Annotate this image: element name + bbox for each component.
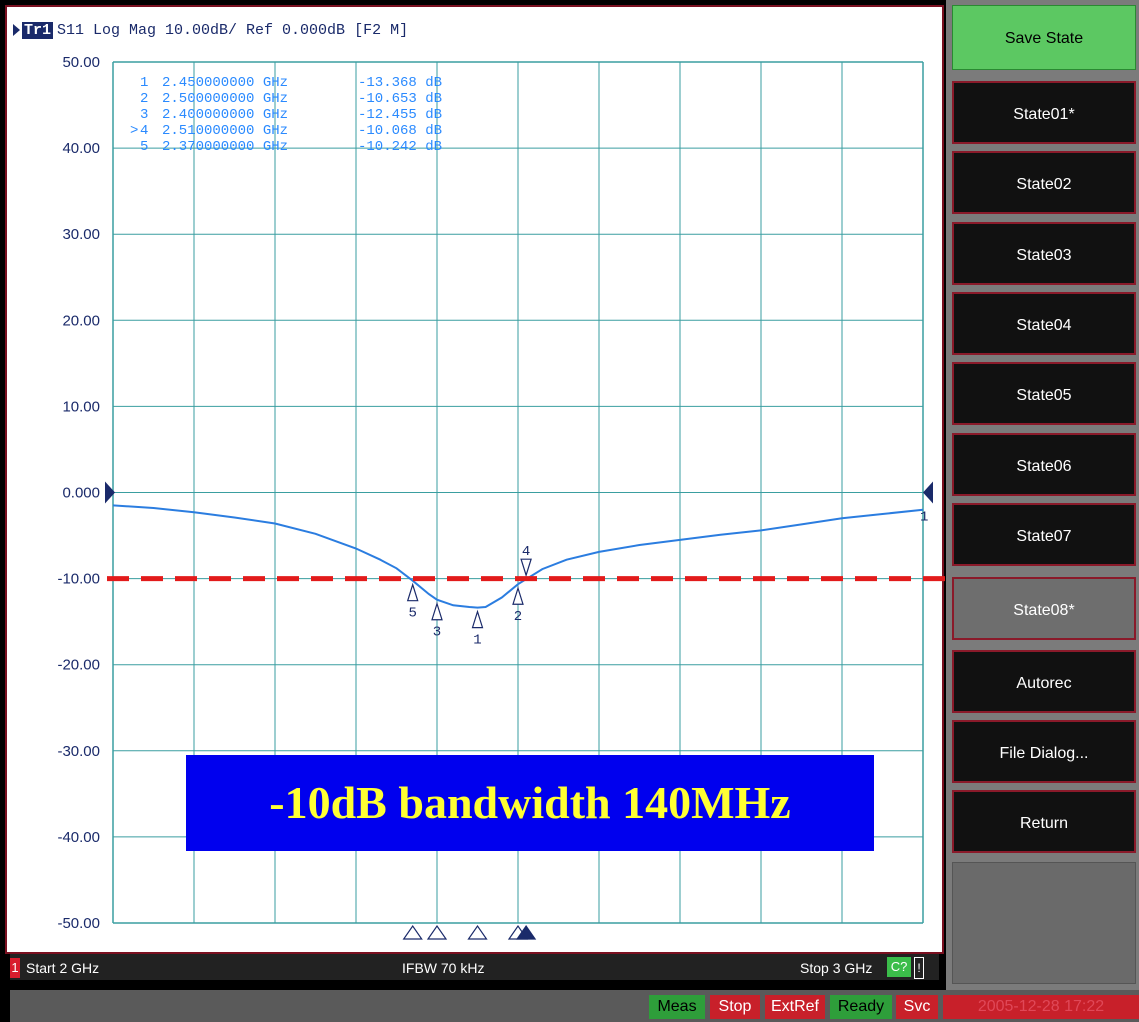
state01-button[interactable]: State01* bbox=[952, 81, 1136, 144]
y-tick-label: -50.00 bbox=[57, 915, 100, 932]
marker-5-glyph bbox=[406, 582, 419, 602]
state08-button[interactable]: State08* bbox=[952, 577, 1136, 640]
marker-table-id: 2 bbox=[140, 91, 148, 107]
marker-table-frequency: 2.400000000 GHz bbox=[162, 107, 288, 123]
trace-header: Tr1 S11 Log Mag 10.00dB/ Ref 0.000dB [F2 … bbox=[13, 22, 408, 39]
marker-table-row: 3 2.400000000 GHz -12.455 dB bbox=[140, 107, 442, 123]
return-button[interactable]: Return bbox=[952, 790, 1136, 853]
y-tick-label: -30.00 bbox=[57, 743, 100, 760]
marker-table-value: -12.455 dB bbox=[358, 107, 442, 123]
state03-button[interactable]: State03 bbox=[952, 222, 1136, 285]
marker-4-glyph bbox=[520, 558, 532, 578]
channel-status-bar: 1 Start 2 GHz IFBW 70 kHz Stop 3 GHz C? … bbox=[10, 954, 939, 980]
softkey-panel: Save State State01* State02 State03 Stat… bbox=[946, 0, 1139, 990]
ref-trace-number: 1 bbox=[920, 510, 928, 526]
state02-button[interactable]: State02 bbox=[952, 151, 1136, 214]
marker-table-prefix: > bbox=[130, 123, 138, 139]
status-meas: Meas bbox=[649, 995, 705, 1019]
marker-table-frequency: 2.370000000 GHz bbox=[162, 139, 288, 155]
bandwidth-annotation: -10dB bandwidth 140MHz bbox=[186, 755, 874, 851]
state07-button[interactable]: State07 bbox=[952, 503, 1136, 566]
y-tick-label: 40.00 bbox=[62, 140, 100, 157]
warning-flag: ! bbox=[914, 957, 924, 979]
y-tick-label: -10.00 bbox=[57, 571, 100, 588]
state06-button[interactable]: State06 bbox=[952, 433, 1136, 496]
marker-table-id: 5 bbox=[140, 139, 148, 155]
state04-button[interactable]: State04 bbox=[952, 292, 1136, 355]
y-tick-label: 0.000 bbox=[62, 485, 100, 502]
bottom-marker-1-triangle bbox=[467, 924, 488, 940]
marker-table-frequency: 2.450000000 GHz bbox=[162, 75, 288, 91]
reference-level-marks: 1 bbox=[105, 481, 933, 526]
y-tick-label: 20.00 bbox=[62, 312, 100, 329]
bottom-marker-triangles bbox=[402, 924, 537, 940]
blank-softkey bbox=[952, 862, 1136, 984]
file-dialog-button[interactable]: File Dialog... bbox=[952, 720, 1136, 783]
ref-level-right-arrow-icon bbox=[923, 481, 933, 504]
channel-number[interactable]: 1 bbox=[10, 958, 20, 978]
y-tick-label: 50.00 bbox=[62, 54, 100, 71]
marker-table-frequency: 2.500000000 GHz bbox=[162, 91, 288, 107]
bandwidth-annotation-text: -10dB bandwidth 140MHz bbox=[269, 777, 791, 828]
bottom-marker-3-triangle bbox=[426, 924, 448, 940]
ifbw-value[interactable]: IFBW 70 kHz bbox=[402, 960, 485, 976]
y-tick-label: -40.00 bbox=[57, 829, 100, 846]
marker-table-frequency: 2.510000000 GHz bbox=[162, 123, 288, 139]
marker-table-id: 1 bbox=[140, 75, 148, 91]
bottom-marker-4-triangle bbox=[515, 924, 537, 940]
marker-1-glyph bbox=[471, 609, 484, 629]
ref-level-left-arrow-icon bbox=[105, 481, 115, 504]
status-stop: Stop bbox=[710, 995, 760, 1019]
status-ready: Ready bbox=[830, 995, 892, 1019]
marker-table-value: -13.368 dB bbox=[358, 75, 442, 91]
y-tick-label: -20.00 bbox=[57, 657, 100, 674]
calibration-status[interactable]: C? bbox=[887, 957, 911, 977]
marker-3-glyph bbox=[431, 601, 443, 621]
marker-table-row: 1 2.450000000 GHz -13.368 dB bbox=[140, 75, 442, 91]
status-datetime: 2005-12-28 17:22 bbox=[943, 995, 1139, 1019]
marker-table-value: -10.068 dB bbox=[358, 123, 442, 139]
instrument-status-bar: Meas Stop ExtRef Ready Svc 2005-12-28 17… bbox=[10, 990, 1139, 1022]
marker-2-glyph bbox=[512, 586, 524, 605]
marker-table-id: 3 bbox=[140, 107, 148, 123]
marker-4-label: 4 bbox=[522, 544, 530, 560]
save-state-button[interactable]: Save State bbox=[952, 5, 1136, 70]
marker-table-row: 5 2.370000000 GHz -10.242 dB bbox=[140, 139, 442, 155]
marker-3-label: 3 bbox=[433, 625, 441, 641]
trace-line bbox=[112, 504, 924, 609]
y-tick-label: 10.00 bbox=[62, 398, 100, 415]
stop-frequency[interactable]: Stop 3 GHz bbox=[800, 960, 873, 976]
state05-button[interactable]: State05 bbox=[952, 362, 1136, 425]
marker-1-label: 1 bbox=[473, 633, 481, 649]
marker-5-label: 5 bbox=[408, 606, 416, 622]
status-svc: Svc bbox=[896, 995, 938, 1019]
marker-table-row: >4 2.510000000 GHz -10.068 dB bbox=[130, 123, 442, 139]
marker-table: 1 2.450000000 GHz -13.368 dB 2 2.500000000 G… bbox=[130, 75, 442, 155]
marker-table-value: -10.242 dB bbox=[358, 139, 442, 155]
autorec-button[interactable]: Autorec bbox=[952, 650, 1136, 713]
marker-2-label: 2 bbox=[514, 609, 522, 625]
trace-info: S11 Log Mag 10.00dB/ Ref 0.000dB [F2 M] bbox=[57, 22, 409, 39]
marker-table-id: 4 bbox=[140, 123, 148, 139]
marker-table-row: 2 2.500000000 GHz -10.653 dB bbox=[140, 91, 442, 107]
marker-table-value: -10.653 dB bbox=[358, 91, 442, 107]
marker-glyphs: 1 2 3 4 5 bbox=[406, 544, 532, 649]
y-axis-ticks: 50.00 40.00 30.00 20.00 10.00 0.000 -10.00 -20.… bbox=[57, 54, 100, 932]
bottom-marker-5-triangle bbox=[402, 924, 423, 940]
plot-area[interactable]: 50.00 40.00 30.00 20.00 10.00 0.000 -10.00 -20.… bbox=[0, 0, 1139, 954]
trace-arrow-icon bbox=[13, 24, 20, 37]
y-tick-label: 30.00 bbox=[62, 226, 100, 243]
start-frequency[interactable]: Start 2 GHz bbox=[26, 960, 100, 976]
status-extref: ExtRef bbox=[765, 995, 825, 1019]
trace-badge[interactable]: Tr1 bbox=[22, 22, 54, 39]
